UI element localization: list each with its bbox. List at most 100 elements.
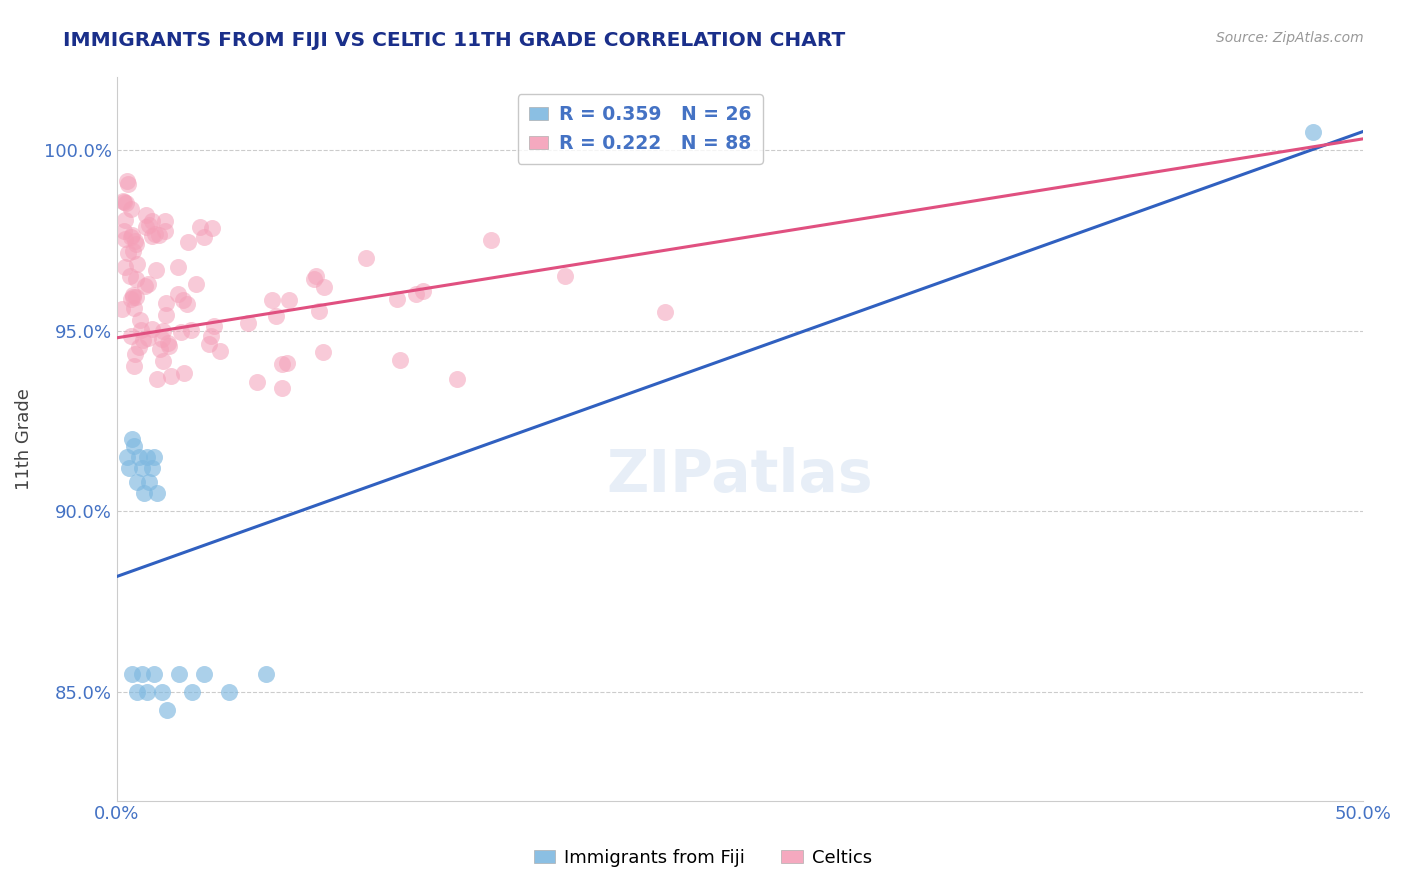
Point [120,230,142,244]
Legend: R = 0.359   N = 26, R = 0.222   N = 88: R = 0.359 N = 26, R = 0.222 N = 88 [517,94,762,164]
Point [311,345,333,359]
Point [385,293,408,307]
Point [276,356,298,370]
Legend: Immigrants from Fiji, Celtics: Immigrants from Fiji, Celtics [526,842,880,874]
Point [115,450,138,464]
Point [125,290,148,304]
Point [141,214,163,228]
Point [120,202,142,217]
Point [554,269,576,284]
Point [135,450,157,464]
Point [246,376,269,390]
Point [172,293,194,308]
Point [129,323,152,337]
Point [308,303,330,318]
Point [1302,125,1324,139]
Point [262,293,284,307]
Point [112,224,135,238]
Point [138,218,160,232]
Point [117,177,139,191]
Y-axis label: 11th Grade: 11th Grade [15,388,32,490]
Point [271,381,294,395]
Point [120,292,142,306]
Point [128,340,150,354]
Point [129,312,152,326]
Point [134,486,156,500]
Point [271,357,294,371]
Point [149,342,172,356]
Point [202,318,225,333]
Text: Source: ZipAtlas.com: Source: ZipAtlas.com [1216,31,1364,45]
Point [170,325,193,339]
Point [200,328,222,343]
Point [143,227,166,241]
Point [176,297,198,311]
Point [167,286,190,301]
Point [121,228,143,243]
Point [128,450,150,464]
Point [405,287,427,301]
Point [145,263,167,277]
Point [157,339,180,353]
Point [197,336,219,351]
Point [121,244,143,258]
Point [173,366,195,380]
Point [125,257,148,271]
Point [177,235,200,250]
Point [114,232,136,246]
Point [446,372,468,386]
Point [389,352,412,367]
Point [124,439,146,453]
Point [155,296,177,310]
Point [218,685,240,699]
Point [114,213,136,227]
Point [145,372,167,386]
Point [167,667,190,681]
Point [479,233,502,247]
Point [125,272,148,286]
Point [143,450,166,464]
Point [122,290,145,304]
Point [160,369,183,384]
Point [125,685,148,699]
Point [141,322,163,336]
Point [131,461,153,475]
Point [152,324,174,338]
Point [188,219,211,234]
Point [138,331,160,345]
Point [150,333,173,347]
Point [180,685,202,699]
Point [131,667,153,681]
Point [124,301,146,315]
Point [264,309,287,323]
Point [412,285,434,299]
Point [132,334,155,348]
Point [118,461,141,475]
Point [143,667,166,681]
Point [135,219,157,234]
Point [124,347,146,361]
Point [120,329,142,343]
Point [167,260,190,274]
Point [156,336,179,351]
Point [134,278,156,293]
Point [141,461,163,475]
Point [153,224,176,238]
Point [124,234,146,248]
Text: ZIPatlas: ZIPatlas [606,447,873,504]
Point [121,667,143,681]
Point [122,359,145,373]
Point [125,237,148,252]
Point [112,195,135,210]
Point [148,228,170,243]
Point [121,432,143,446]
Point [209,343,232,358]
Point [193,667,215,681]
Point [138,475,160,490]
Point [122,288,145,302]
Point [153,214,176,228]
Point [111,301,134,316]
Point [146,486,169,500]
Point [155,308,177,322]
Point [135,685,157,699]
